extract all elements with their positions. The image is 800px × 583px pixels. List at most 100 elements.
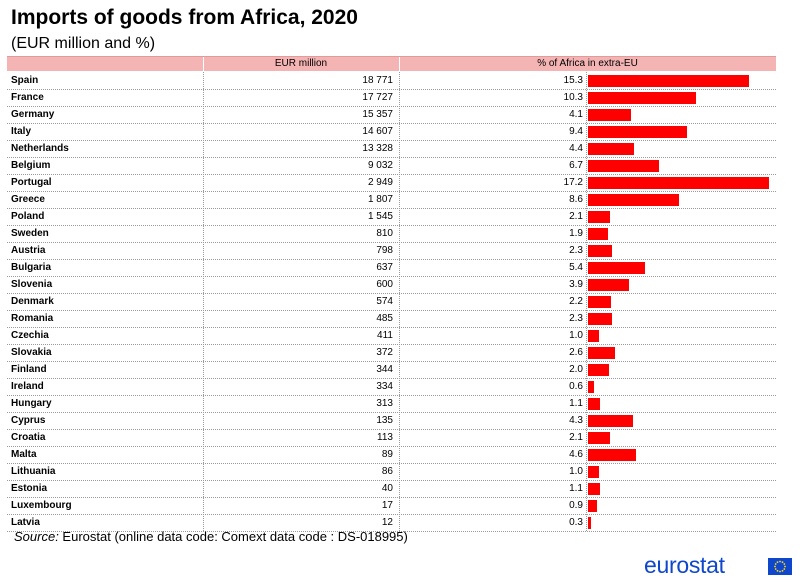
row-eur-value: 12 bbox=[381, 517, 393, 528]
table-row: Portugal 2 949 17.2 bbox=[7, 174, 776, 192]
chart-subtitle: (EUR million and %) bbox=[11, 35, 156, 52]
row-eur-value: 372 bbox=[376, 347, 393, 358]
share-bar bbox=[588, 381, 595, 393]
row-country-label: Finland bbox=[11, 364, 47, 375]
share-bar bbox=[588, 483, 600, 495]
row-country-label: Denmark bbox=[11, 296, 54, 307]
row-country-label: Slovakia bbox=[11, 347, 52, 358]
eu-star bbox=[783, 568, 786, 570]
share-bar bbox=[588, 279, 630, 291]
row-eur-value: 574 bbox=[376, 296, 393, 307]
row-eur-value: 13 328 bbox=[362, 143, 393, 154]
eu-star bbox=[774, 563, 777, 565]
table-row: Luxembourg 17 0.9 bbox=[7, 497, 776, 515]
row-share-label: 1.0 bbox=[569, 466, 583, 477]
source-label: Source: bbox=[14, 529, 59, 544]
row-eur-value: 135 bbox=[376, 415, 393, 426]
table-row: Bulgaria 637 5.4 bbox=[7, 259, 776, 277]
row-share-label: 8.6 bbox=[569, 194, 583, 205]
row-country-label: Netherlands bbox=[11, 143, 69, 154]
row-country-label: Luxembourg bbox=[11, 500, 72, 511]
row-share-label: 4.4 bbox=[569, 143, 583, 154]
row-share-label: 4.6 bbox=[569, 449, 583, 460]
row-country-label: Poland bbox=[11, 211, 45, 222]
row-country-label: Cyprus bbox=[11, 415, 46, 426]
share-bar bbox=[588, 330, 599, 342]
chart-title: Imports of goods from Africa, 2020 bbox=[11, 6, 358, 29]
share-bar bbox=[588, 415, 634, 427]
row-share-label: 2.0 bbox=[569, 364, 583, 375]
row-share-label: 17.2 bbox=[563, 177, 583, 188]
row-share-label: 6.7 bbox=[569, 160, 583, 171]
row-country-label: Belgium bbox=[11, 160, 51, 171]
share-bar bbox=[588, 262, 645, 274]
share-bar bbox=[588, 245, 613, 257]
row-share-label: 9.4 bbox=[569, 126, 583, 137]
share-bar bbox=[588, 432, 611, 444]
share-bar bbox=[588, 500, 598, 512]
share-bar bbox=[588, 466, 599, 478]
row-country-label: Slovenia bbox=[11, 279, 53, 290]
row-share-label: 2.6 bbox=[569, 347, 583, 358]
row-country-label: Ireland bbox=[11, 381, 44, 392]
share-bar bbox=[588, 143, 635, 155]
eu-star bbox=[784, 565, 786, 568]
share-bar bbox=[588, 398, 600, 410]
row-country-label: Romania bbox=[11, 313, 54, 324]
eu-star bbox=[781, 561, 784, 564]
share-bar bbox=[588, 347, 616, 359]
row-eur-value: 2 949 bbox=[367, 177, 393, 188]
row-eur-value: 313 bbox=[376, 398, 393, 409]
row-country-label: Czechia bbox=[11, 330, 49, 341]
row-share-label: 1.0 bbox=[569, 330, 583, 341]
share-bar bbox=[588, 194, 679, 206]
row-share-label: 4.1 bbox=[569, 109, 583, 120]
table-row: Ireland 334 0.6 bbox=[7, 378, 776, 396]
header-divider bbox=[399, 57, 400, 71]
row-eur-value: 18 771 bbox=[362, 75, 393, 86]
table-row: Netherlands 13 328 4.4 bbox=[7, 140, 776, 158]
share-bar bbox=[588, 296, 612, 308]
row-eur-value: 637 bbox=[376, 262, 393, 273]
eu-star bbox=[774, 568, 777, 570]
share-bar bbox=[588, 364, 610, 376]
row-share-label: 0.3 bbox=[569, 517, 583, 528]
row-share-label: 4.3 bbox=[569, 415, 583, 426]
row-country-label: Croatia bbox=[11, 432, 46, 443]
eu-star bbox=[781, 569, 784, 572]
row-eur-value: 600 bbox=[376, 279, 393, 290]
eu-star bbox=[779, 570, 781, 573]
row-country-label: Italy bbox=[11, 126, 32, 137]
table-row: Czechia 411 1.0 bbox=[7, 327, 776, 345]
table-row: Slovenia 600 3.9 bbox=[7, 276, 776, 294]
table-header: EUR million % of Africa in extra-EU bbox=[7, 56, 776, 71]
table-row: Lithuania 86 1.0 bbox=[7, 463, 776, 481]
row-country-label: Spain bbox=[11, 75, 39, 86]
column-header-share: % of Africa in extra-EU bbox=[537, 58, 638, 69]
eurostat-logo: eurostat bbox=[644, 552, 794, 580]
row-eur-value: 89 bbox=[381, 449, 393, 460]
row-eur-value: 344 bbox=[376, 364, 393, 375]
row-share-label: 2.1 bbox=[569, 211, 583, 222]
share-bar bbox=[588, 517, 592, 529]
row-eur-value: 40 bbox=[381, 483, 393, 494]
row-country-label: Greece bbox=[11, 194, 45, 205]
share-bar bbox=[588, 75, 749, 87]
table-row: Sweden 810 1.9 bbox=[7, 225, 776, 243]
row-eur-value: 17 727 bbox=[362, 92, 393, 103]
row-eur-value: 86 bbox=[381, 466, 393, 477]
row-country-label: Estonia bbox=[11, 483, 48, 494]
header-divider bbox=[203, 57, 204, 71]
logo-wordmark: eurostat bbox=[644, 552, 725, 578]
column-divider bbox=[586, 72, 587, 531]
share-bar bbox=[588, 109, 632, 121]
share-bar bbox=[588, 228, 608, 240]
row-country-label: Bulgaria bbox=[11, 262, 52, 273]
table-row: Finland 344 2.0 bbox=[7, 361, 776, 379]
row-share-label: 0.9 bbox=[569, 500, 583, 511]
row-country-label: Latvia bbox=[11, 517, 40, 528]
share-bar bbox=[588, 449, 637, 461]
row-share-label: 1.1 bbox=[569, 483, 583, 494]
row-eur-value: 14 607 bbox=[362, 126, 393, 137]
row-eur-value: 9 032 bbox=[367, 160, 393, 171]
